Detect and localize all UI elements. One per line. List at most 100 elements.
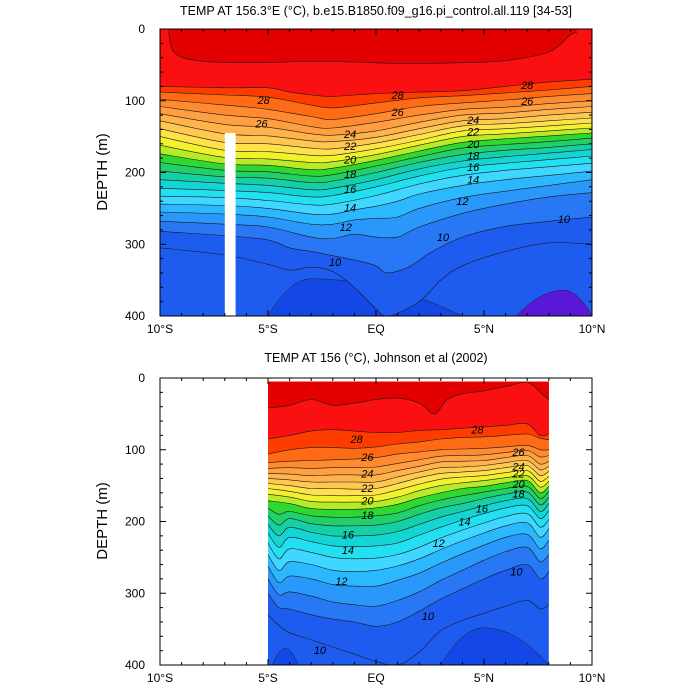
contour-label: 12 xyxy=(456,196,468,208)
contour-label: 16 xyxy=(476,504,489,516)
isoline-16 xyxy=(160,149,592,191)
isoline-29 xyxy=(267,381,549,415)
cold-patch-0 xyxy=(272,648,299,665)
missing-data-mask xyxy=(224,133,236,316)
isoline-16 xyxy=(267,497,550,537)
contour-band-29 xyxy=(268,381,549,414)
contour-label: 26 xyxy=(511,447,525,459)
contour-label: 24 xyxy=(360,468,373,480)
observed-temperature-panel: TEMP AT 156 (°C), Johnson et al (2002) D… xyxy=(94,351,605,685)
contour-label: 26 xyxy=(254,119,268,131)
contour-label: 14 xyxy=(458,517,470,529)
isoline-17 xyxy=(267,491,550,527)
isoline-10 xyxy=(160,216,592,274)
contour-label: 28 xyxy=(257,95,271,107)
y-tick-label: 0 xyxy=(138,371,145,385)
y-tick-label: 200 xyxy=(125,166,145,180)
isoline-22 xyxy=(267,464,549,490)
isoline-19 xyxy=(160,132,592,171)
x-tick-label: 5°S xyxy=(258,322,277,336)
contour-label: 10 xyxy=(314,645,327,657)
x-tick-label: 10°N xyxy=(579,322,606,336)
isoline-28 xyxy=(267,423,549,440)
isoline-15 xyxy=(160,155,592,198)
isoline-25 xyxy=(267,450,549,469)
contour-label: 28 xyxy=(520,80,534,92)
y-tick-label: 100 xyxy=(125,94,145,108)
contour-label: 18 xyxy=(467,150,480,162)
cold-patch-1 xyxy=(516,289,592,316)
isoline-11 xyxy=(267,546,550,607)
contour-label: 20 xyxy=(466,139,480,151)
contour-label: 20 xyxy=(360,496,374,508)
isoline-12 xyxy=(160,179,592,226)
contour-label: 24 xyxy=(511,461,524,473)
isoline-26 xyxy=(267,445,549,463)
isoline-9 xyxy=(160,242,592,316)
isoline-23 xyxy=(267,459,549,483)
cold-patch-1 xyxy=(440,627,550,665)
contour-plot-area: 28 28282626262424222220201818161614141212… xyxy=(160,29,592,316)
y-tick-label: 400 xyxy=(125,658,145,672)
isoline-14 xyxy=(267,512,550,560)
contour-label: 18 xyxy=(361,510,374,522)
y-tick-label: 300 xyxy=(125,237,145,251)
y-tick-label: 0 xyxy=(138,22,145,36)
isoline-21 xyxy=(267,469,549,497)
isoline-27 xyxy=(267,433,549,455)
x-tick-label: 10°N xyxy=(579,671,606,685)
contour-label: 12 xyxy=(340,222,352,234)
contour-label: 10 xyxy=(510,567,523,579)
contour-label: 24 xyxy=(466,115,479,127)
isoline-28 xyxy=(160,78,592,97)
panel-title: TEMP AT 156.3°E (°C), b.e15.B1850.f09_g1… xyxy=(180,4,572,18)
isoline-11 xyxy=(160,192,592,240)
isoline-10 xyxy=(267,563,550,627)
y-tick-label: 300 xyxy=(125,586,145,600)
contour-label: 26 xyxy=(360,452,374,464)
contour-label: 14 xyxy=(344,203,356,215)
contour-label: 18 xyxy=(512,489,525,501)
y-axis-label: DEPTH (m) xyxy=(94,133,111,211)
isoline-18 xyxy=(160,137,592,177)
isoline-12 xyxy=(267,533,550,587)
x-tick-label: EQ xyxy=(367,671,384,685)
contour-label: 22 xyxy=(466,127,479,139)
isoline-24 xyxy=(267,454,549,476)
x-tick-label: 5°N xyxy=(474,671,494,685)
isoline-20 xyxy=(160,127,592,164)
isoline-23 xyxy=(160,111,592,143)
contour-label: 10 xyxy=(329,257,342,269)
isoline-21 xyxy=(160,122,592,157)
isoline-14 xyxy=(160,162,592,206)
contour-label: 16 xyxy=(344,184,357,196)
y-axis-label: DEPTH (m) xyxy=(94,482,111,560)
isoline-29 xyxy=(168,32,577,64)
contour-label: 16 xyxy=(467,162,480,174)
contour-label: 28 xyxy=(349,434,363,446)
isoline-22 xyxy=(160,117,592,150)
contour-label: 16 xyxy=(342,529,355,541)
contour-band-29 xyxy=(168,29,577,64)
y-tick-label: 100 xyxy=(125,443,145,457)
contour-label: 18 xyxy=(344,169,357,181)
isoline-13 xyxy=(160,170,592,216)
model-temperature-panel: TEMP AT 156.3°E (°C), b.e15.B1850.f09_g1… xyxy=(94,4,605,336)
isoline-19 xyxy=(267,479,550,510)
isoline-15 xyxy=(267,504,550,548)
panel-title: TEMP AT 156 (°C), Johnson et al (2002) xyxy=(264,351,487,365)
isoline-25 xyxy=(160,100,592,129)
contour-label: 10 xyxy=(437,232,450,244)
x-tick-label: 5°N xyxy=(474,322,494,336)
isoline-13 xyxy=(267,522,550,573)
contour-label: 22 xyxy=(360,483,373,495)
contour-label: 14 xyxy=(467,175,479,187)
contour-label: 12 xyxy=(433,538,445,550)
contour-label: 26 xyxy=(520,96,534,108)
contour-label: 26 xyxy=(390,107,404,119)
isoline-24 xyxy=(160,106,592,136)
isoline-9 xyxy=(267,600,549,665)
